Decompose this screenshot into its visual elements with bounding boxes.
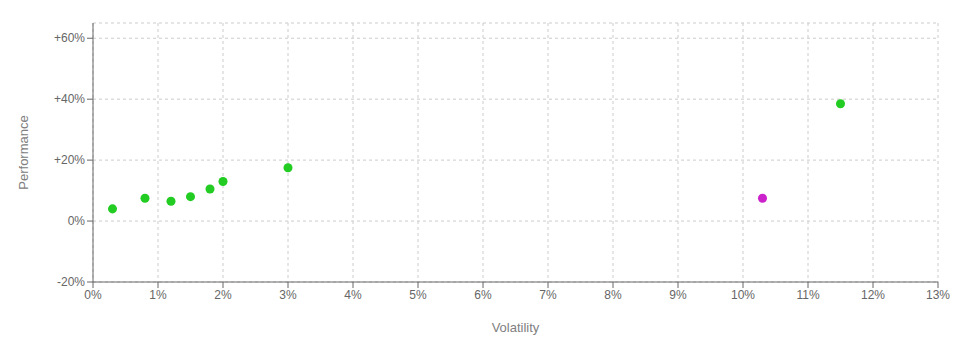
svg-text:13%: 13% [926,288,950,302]
svg-text:+60%: +60% [54,31,85,45]
svg-text:3%: 3% [279,288,297,302]
svg-text:+40%: +40% [54,92,85,106]
svg-text:2%: 2% [214,288,232,302]
svg-text:11%: 11% [796,288,819,302]
svg-text:8%: 8% [604,288,622,302]
svg-text:Performance: Performance [16,115,31,189]
svg-text:10%: 10% [731,288,755,302]
svg-text:5%: 5% [409,288,427,302]
svg-text:+20%: +20% [54,153,85,167]
svg-text:4%: 4% [344,288,362,302]
svg-text:7%: 7% [539,288,557,302]
svg-text:9%: 9% [669,288,687,302]
svg-text:Volatility: Volatility [492,320,540,335]
svg-text:1%: 1% [149,288,167,302]
svg-text:12%: 12% [861,288,885,302]
svg-text:-20%: -20% [57,275,85,289]
svg-text:0%: 0% [84,288,102,302]
svg-text:6%: 6% [474,288,492,302]
svg-text:0%: 0% [68,214,86,228]
